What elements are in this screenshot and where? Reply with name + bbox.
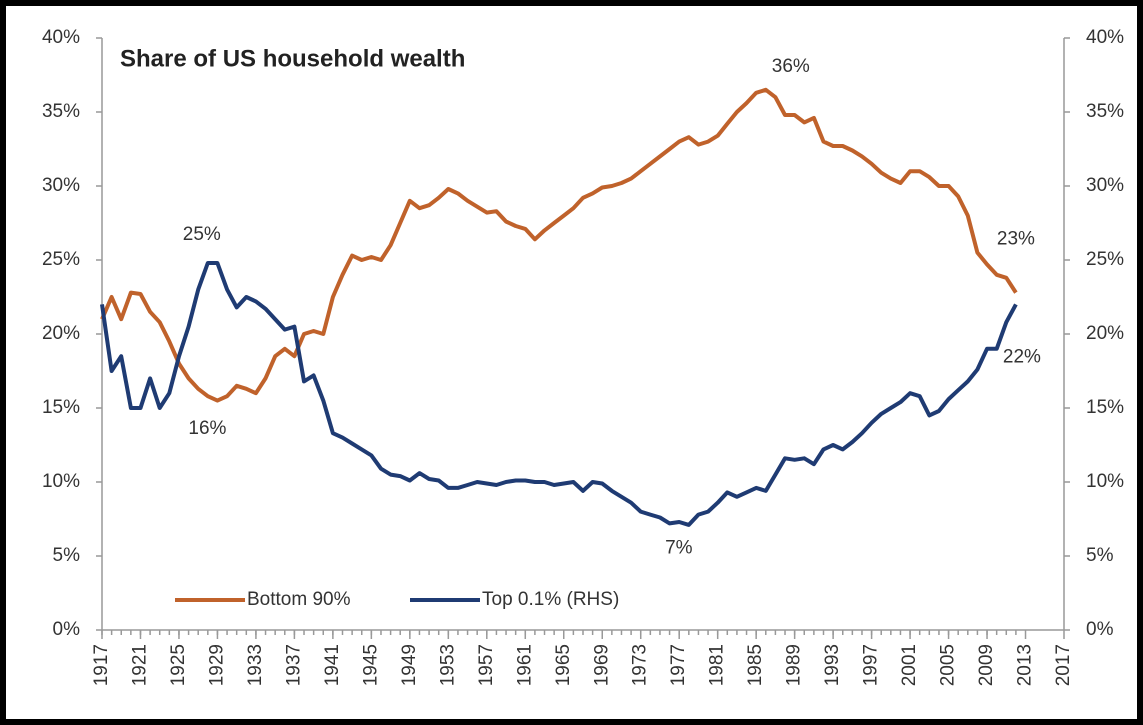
legend-label: Bottom 90% bbox=[247, 589, 351, 610]
y2-tick-label: 15% bbox=[1086, 397, 1124, 418]
x-tick-label: 1977 bbox=[668, 644, 689, 686]
x-tick-label: 2001 bbox=[899, 644, 920, 686]
x-tick-label: 1969 bbox=[591, 644, 612, 686]
x-tick-label: 1933 bbox=[245, 644, 266, 686]
x-tick-label: 1965 bbox=[553, 644, 574, 686]
x-tick-label: 1949 bbox=[399, 644, 420, 686]
y-tick-label: 5% bbox=[53, 545, 81, 566]
x-tick-label: 1985 bbox=[745, 644, 766, 686]
y-tick-label: 25% bbox=[42, 249, 80, 270]
x-tick-label: 1989 bbox=[784, 644, 805, 686]
chart-title: Share of US household wealth bbox=[120, 45, 465, 72]
x-tick-label: 1925 bbox=[168, 644, 189, 686]
x-tick-label: 2017 bbox=[1053, 644, 1074, 686]
y2-tick-label: 35% bbox=[1086, 101, 1124, 122]
x-tick-label: 1937 bbox=[283, 644, 304, 686]
x-tick-label: 1953 bbox=[437, 644, 458, 686]
x-tick-label: 1973 bbox=[630, 644, 651, 686]
y-tick-label: 40% bbox=[42, 27, 80, 48]
annotation: 16% bbox=[188, 418, 226, 439]
y-tick-label: 30% bbox=[42, 175, 80, 196]
series-line bbox=[100, 261, 1018, 527]
annotation: 22% bbox=[1003, 346, 1041, 367]
x-tick-label: 1957 bbox=[476, 644, 497, 686]
annotation: 23% bbox=[997, 229, 1035, 250]
x-tick-label: 1921 bbox=[129, 644, 150, 686]
x-tick-label: 2009 bbox=[976, 644, 997, 686]
y2-tick-label: 30% bbox=[1086, 175, 1124, 196]
x-tick-label: 2005 bbox=[938, 644, 959, 686]
legend-label: Top 0.1% (RHS) bbox=[482, 589, 619, 610]
annotation: 7% bbox=[665, 537, 693, 558]
x-tick-label: 1941 bbox=[322, 644, 343, 686]
x-tick-label: 1945 bbox=[360, 644, 381, 686]
x-tick-label: 1961 bbox=[514, 644, 535, 686]
y-tick-label: 15% bbox=[42, 397, 80, 418]
x-tick-label: 1997 bbox=[861, 644, 882, 686]
y2-tick-label: 40% bbox=[1086, 27, 1124, 48]
y2-tick-label: 5% bbox=[1086, 545, 1114, 566]
y-tick-label: 10% bbox=[42, 471, 80, 492]
x-tick-label: 1981 bbox=[707, 644, 728, 686]
y-tick-label: 35% bbox=[42, 101, 80, 122]
annotation: 25% bbox=[183, 224, 221, 245]
x-tick-label: 2013 bbox=[1015, 644, 1036, 686]
y-tick-label: 0% bbox=[53, 619, 81, 640]
y2-tick-label: 25% bbox=[1086, 249, 1124, 270]
y-tick-label: 20% bbox=[42, 323, 80, 344]
annotation: 36% bbox=[772, 56, 810, 77]
y2-tick-label: 20% bbox=[1086, 323, 1124, 344]
x-tick-label: 1929 bbox=[206, 644, 227, 686]
series-line bbox=[100, 87, 1018, 403]
x-tick-label: 1993 bbox=[822, 644, 843, 686]
y2-tick-label: 10% bbox=[1086, 471, 1124, 492]
y2-tick-label: 0% bbox=[1086, 619, 1114, 640]
x-tick-label: 1917 bbox=[91, 644, 112, 686]
